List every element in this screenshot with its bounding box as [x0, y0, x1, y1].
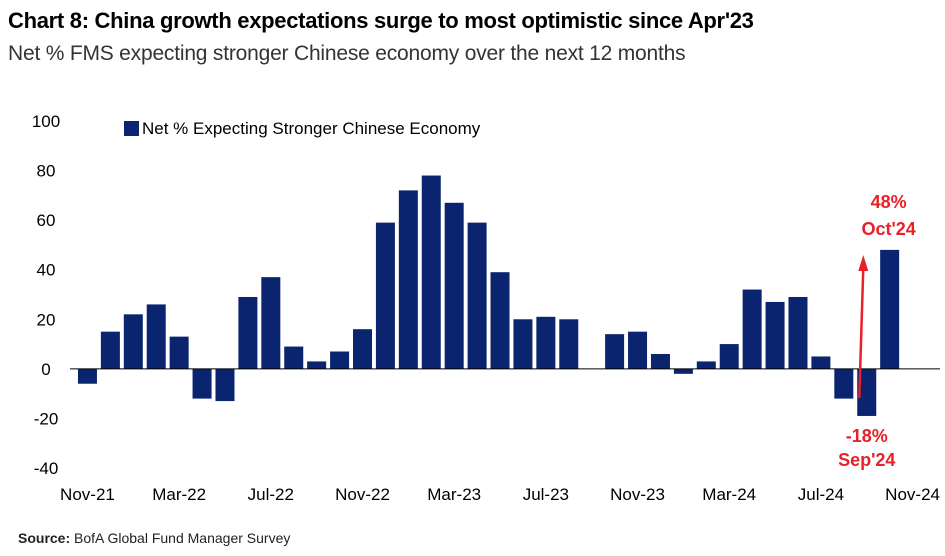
x-tick-label: Jul-22	[248, 485, 294, 504]
bar-May-22[interactable]	[215, 368, 235, 402]
bar-Aug-23[interactable]	[559, 319, 579, 369]
annotation-value: 48%	[871, 192, 907, 212]
bar-Aug-24[interactable]	[834, 368, 854, 399]
arrow-shaft	[858, 267, 865, 399]
bar-Nov-21[interactable]	[77, 368, 97, 384]
y-tick-label: 0	[41, 360, 50, 379]
chart-area: -40 -20 0 20 40 60 80 100 Nov-21 Mar-22 Jul-22 Nov-…	[32, 112, 940, 504]
bar-Jan-23[interactable]	[398, 190, 418, 369]
bar-Nov-22[interactable]	[353, 329, 372, 369]
bar-Mar-22[interactable]	[169, 336, 189, 369]
y-tick-label: -40	[34, 459, 59, 478]
x-tick-label: Jul-24	[798, 485, 844, 504]
bar-Oct-23[interactable]	[605, 334, 625, 369]
chart-title: Chart 8: China growth expectations surge…	[8, 8, 754, 33]
bar-Nov-23[interactable]	[628, 331, 648, 369]
bar-May-23[interactable]	[490, 272, 510, 369]
x-tick-label: Jul-23	[523, 485, 569, 504]
bar-Jan-24[interactable]	[673, 368, 693, 374]
annotation-label: Oct'24	[862, 219, 916, 239]
annotation-value: -18%	[846, 426, 888, 446]
bar-Jan-22[interactable]	[123, 314, 143, 369]
bar-Feb-22[interactable]	[146, 304, 166, 369]
x-tick-label: Nov-23	[610, 485, 665, 504]
bar-Jul-23[interactable]	[536, 316, 556, 369]
x-tick-label: Nov-21	[60, 485, 115, 504]
bar-Apr-23[interactable]	[467, 222, 487, 369]
bar-Aug-22[interactable]	[284, 346, 304, 369]
source-note: Source: BofA Global Fund Manager Survey	[18, 530, 290, 546]
source-text: BofA Global Fund Manager Survey	[74, 530, 291, 546]
bar-Dec-22[interactable]	[375, 222, 395, 369]
legend-label: Net % Expecting Stronger Chinese Economy	[142, 119, 481, 138]
bar-Jun-24[interactable]	[788, 296, 808, 369]
bar-Oct-24[interactable]	[880, 249, 900, 369]
bar-Sep-22[interactable]	[307, 361, 327, 369]
arrow-head-icon	[858, 255, 869, 271]
bar-Jul-24[interactable]	[811, 356, 831, 369]
bar-Jul-22[interactable]	[261, 277, 281, 369]
x-tick-label: Mar-23	[427, 485, 481, 504]
bar-Oct-22[interactable]	[330, 351, 350, 369]
x-tick-label: Nov-24	[885, 485, 940, 504]
bar-Jun-22[interactable]	[238, 296, 258, 369]
bar-Dec-21[interactable]	[100, 331, 120, 369]
x-tick-label: Mar-22	[152, 485, 206, 504]
y-tick-label: 100	[32, 112, 60, 131]
annotation-label: Sep'24	[838, 450, 895, 470]
bar-Mar-24[interactable]	[719, 344, 739, 369]
y-tick-label: 40	[37, 261, 56, 280]
source-label: Source:	[18, 530, 71, 546]
y-tick-label: 60	[37, 211, 56, 230]
chart-subtitle: Net % FMS expecting stronger Chinese eco…	[8, 42, 686, 65]
bar-Jun-23[interactable]	[513, 319, 533, 369]
bar-Apr-24[interactable]	[742, 289, 762, 369]
y-tick-label: 20	[37, 310, 56, 329]
bar-Dec-23[interactable]	[650, 353, 670, 369]
bar-Feb-23[interactable]	[421, 175, 441, 369]
bar-Feb-24[interactable]	[696, 361, 716, 369]
x-tick-label: Mar-24	[702, 485, 756, 504]
y-tick-label: -20	[34, 409, 59, 428]
legend-swatch	[124, 121, 139, 136]
bar-May-24[interactable]	[765, 301, 785, 369]
y-tick-label: 80	[37, 162, 56, 181]
x-tick-label: Nov-22	[335, 485, 390, 504]
bar-Apr-22[interactable]	[192, 368, 212, 399]
bar-Mar-23[interactable]	[444, 202, 464, 369]
bar-Sep-24[interactable]	[857, 368, 877, 416]
